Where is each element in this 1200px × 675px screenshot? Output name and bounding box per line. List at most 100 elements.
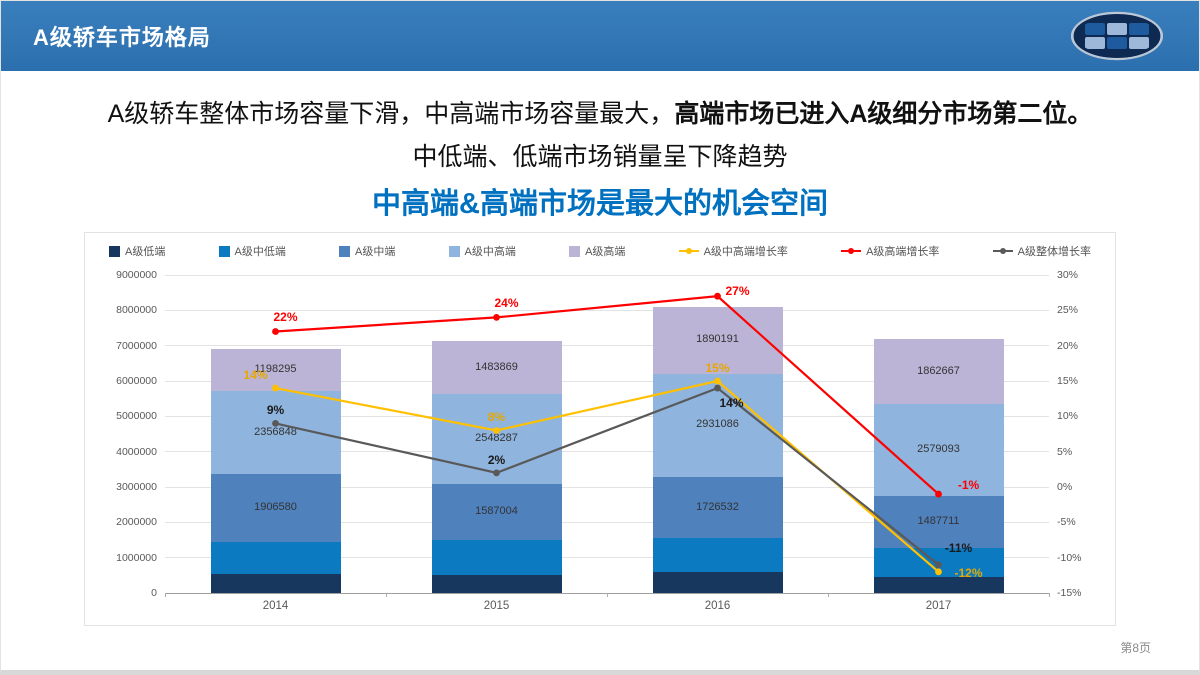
x-axis-label: 2016: [704, 600, 731, 612]
bar-segment: [210, 541, 341, 574]
axis-tick-label-left: 3000000: [116, 481, 157, 493]
bar-value-label: 1587004: [475, 504, 518, 517]
gridline: [165, 274, 1049, 276]
axis-tick-label-left: 0: [151, 587, 157, 599]
legend-item: A级低端: [109, 243, 165, 259]
legend-item: A级中高端增长率: [678, 243, 788, 259]
chart-legend: A级低端 A级中低端 A级中端 A级中高端 A级高端 A级中高端增长率 A级高端增长率 A级整…: [109, 243, 1091, 259]
line-point-label: 22%: [273, 309, 298, 324]
line-point-label: 2%: [487, 452, 506, 467]
bar-value-label: 1726532: [696, 500, 739, 513]
x-axis-tick: [607, 593, 608, 597]
bar-value-label: 2579093: [917, 442, 960, 455]
x-axis-tick: [1049, 593, 1050, 597]
line-point-label: 14%: [719, 396, 744, 411]
axis-tick-label-left: 8000000: [116, 304, 157, 317]
legend-swatch: [109, 245, 120, 257]
x-axis-tick: [165, 593, 166, 597]
legend-swatch: [218, 245, 230, 257]
intro-line-1: A级轿车整体市场容量下滑，中高端市场容量最大，高端市场已进入A级细分市场第二位。: [1, 93, 1199, 136]
x-axis-tick: [386, 593, 387, 597]
legend-swatch: [448, 245, 460, 257]
bar-value-label: 1487711: [917, 514, 960, 527]
line-point-label: 9%: [266, 403, 285, 418]
bar-segment: [431, 575, 562, 593]
bar-value-label: 2931086: [696, 418, 739, 431]
bar-segment: [873, 577, 1004, 593]
axis-tick-label-left: 2000000: [116, 516, 157, 529]
legend-item: A级整体增长率: [992, 243, 1091, 259]
chart-plot-area: 1906580 2356848 1198295 1587004 2548287 14838…: [165, 274, 1050, 597]
geely-logo: [1069, 10, 1165, 62]
page-title: A级轿车市场格局: [33, 25, 211, 50]
page-number: 第8页: [1120, 641, 1151, 655]
x-axis-label: 2014: [262, 600, 289, 612]
legend-label: A级中高端: [464, 246, 516, 258]
legend-label: A级低端: [125, 246, 166, 258]
line-point-label: 14%: [243, 368, 268, 383]
header-bar: A级轿车市场格局: [1, 1, 1199, 71]
bar-segment: [431, 540, 562, 576]
legend-label: A级中低端: [234, 246, 286, 258]
bar-value-label: 1890191: [696, 333, 739, 346]
axis-tick-label-left: 5000000: [116, 410, 157, 423]
chart-card: A级低端 A级中低端 A级中端 A级中高端 A级高端 A级中高端增长率 A级高端增长率 A级整…: [84, 232, 1116, 626]
legend-line-dot: [685, 248, 692, 254]
line-point-label: 24%: [494, 296, 519, 311]
line-point-label: 8%: [487, 410, 506, 425]
axis-tick-label-right: -15%: [1057, 587, 1082, 599]
axis-tick-label-right: -10%: [1057, 551, 1082, 564]
axis-tick-label-right: 0%: [1057, 481, 1073, 493]
x-axis-tick: [828, 593, 829, 597]
axis-tick-label-right: 5%: [1057, 445, 1073, 458]
x-axis-label: 2017: [925, 600, 952, 612]
bar-segment: [652, 571, 783, 593]
line-point-label: -11%: [944, 540, 973, 555]
legend-item: A级中高端: [448, 243, 516, 259]
intro-line-1-bold: 高端市场已进入A级细分市场第二位。: [674, 100, 1093, 128]
legend-label: A级整体增长率: [1017, 246, 1091, 258]
legend-swatch: [339, 245, 351, 257]
legend-item: A级高端: [569, 243, 625, 259]
line-point-label: 15%: [705, 361, 730, 375]
bar-value-label: 2548287: [475, 431, 518, 444]
legend-label: A级中高端增长率: [703, 246, 788, 258]
legend-swatch: [569, 245, 581, 257]
legend-label: A级高端: [585, 246, 626, 258]
intro-text: A级轿车整体市场容量下滑，中高端市场容量最大，高端市场已进入A级细分市场第二位。…: [1, 93, 1199, 178]
legend-item: A级中端: [339, 243, 395, 259]
intro-line-2: 中低端、低端市场销量呈下降趋势: [412, 142, 788, 171]
legend-label: A级高端增长率: [866, 246, 940, 258]
line-point-label: -1%: [957, 478, 980, 493]
legend-label: A级中端: [355, 246, 396, 258]
legend-item: A级中低端: [218, 243, 286, 259]
legend-line-marker: [678, 248, 699, 254]
bar-value-label: 1906580: [254, 501, 297, 514]
axis-tick-label-left: 9000000: [116, 269, 157, 281]
axis-tick-label-right: 30%: [1057, 269, 1079, 281]
axis-tick-label-left: 7000000: [116, 339, 157, 352]
legend-item: A级高端增长率: [841, 243, 939, 259]
bar-value-label: 2356848: [254, 425, 297, 438]
legend-line-dot: [848, 248, 855, 254]
axis-tick-label-left: 6000000: [116, 375, 157, 387]
legend-line-marker: [992, 248, 1013, 254]
geely-logo-icon: [1071, 11, 1163, 61]
axis-tick-label-left: 1000000: [116, 551, 157, 564]
bar-segment: [210, 573, 341, 593]
bar-segment: [652, 538, 783, 572]
legend-line-marker: [841, 248, 862, 254]
line-point-label: -12%: [954, 565, 983, 580]
line-point-label: 27%: [725, 284, 750, 299]
axis-tick-label-right: 20%: [1057, 339, 1079, 352]
chart-title: 中高端&高端市场是最大的机会空间: [372, 188, 828, 220]
x-axis-label: 2015: [483, 600, 510, 612]
bar-value-label: 1862667: [917, 364, 960, 377]
axis-tick-label-right: 10%: [1057, 410, 1079, 423]
intro-line-1-normal: A级轿车整体市场容量下滑，中高端市场容量最大，: [107, 100, 675, 128]
legend-line-dot: [999, 248, 1006, 254]
axis-tick-label-right: 25%: [1057, 304, 1079, 317]
bar-value-label: 1483869: [475, 360, 518, 373]
axis-tick-label-right: 15%: [1057, 375, 1079, 387]
